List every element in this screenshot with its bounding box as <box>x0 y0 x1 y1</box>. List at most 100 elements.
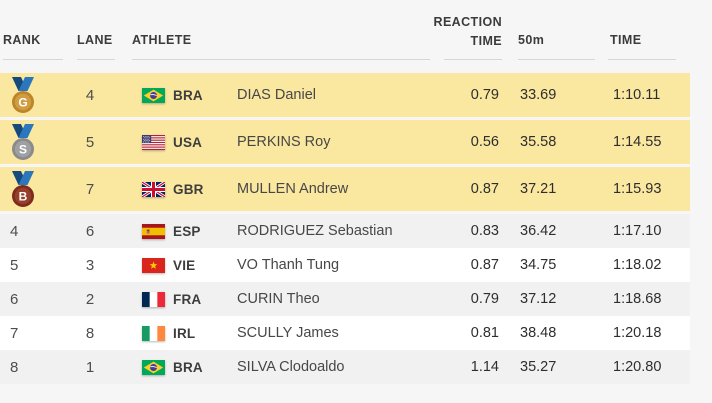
table-row[interactable]: 5 3 VIE VO Thanh Tung 0.87 34.75 1:18.02 <box>0 248 690 282</box>
lane-cell: 7 <box>85 180 95 198</box>
athlete-name: MULLEN Andrew <box>237 181 349 197</box>
noc-code: BRA <box>173 359 203 375</box>
table-row[interactable]: B 7 GBR MULLEN Andrew 0.87 37.21 1:15.93 <box>0 167 690 211</box>
table-row[interactable]: 7 8 IRL SCULLY James 0.81 38.48 1:20.18 <box>0 316 690 350</box>
split-50m-value: 35.58 <box>520 134 557 150</box>
finish-time-value: 1:20.80 <box>613 359 662 375</box>
table-row[interactable]: S 5 USA PERKINS Roy 0.56 35.58 1:14.55 <box>0 120 690 164</box>
split-50m-value: 37.12 <box>520 291 557 307</box>
svg-text:G: G <box>18 95 27 109</box>
rank-cell: 7 <box>0 325 62 342</box>
country-cell: ESP <box>118 223 237 239</box>
column-header-reaction-time: REACTION TIME <box>382 13 502 51</box>
flag-bra-icon <box>142 359 165 375</box>
results-table-body: G 4 BRA DIAS Daniel 0.79 33.69 1:10.11 S… <box>0 73 690 384</box>
rank-cell: G <box>0 76 62 114</box>
table-row[interactable]: G 4 BRA DIAS Daniel 0.79 33.69 1:10.11 <box>0 73 690 117</box>
reaction-time-value: 0.81 <box>470 325 499 341</box>
header-underline-athlete <box>132 59 430 60</box>
rank-cell: 5 <box>0 257 62 274</box>
country-cell: BRA <box>118 359 237 375</box>
noc-code: ESP <box>173 223 201 239</box>
rank-number: 4 <box>10 222 19 240</box>
finish-time-value: 1:17.10 <box>613 223 662 239</box>
svg-text:B: B <box>19 189 28 203</box>
country-cell: FRA <box>118 291 237 307</box>
lane-cell: 1 <box>85 358 95 376</box>
reaction-time-value: 0.83 <box>470 223 499 239</box>
rank-number: 8 <box>10 358 19 376</box>
flag-usa-icon <box>142 134 165 150</box>
rank-number: 7 <box>10 324 19 342</box>
noc-code: FRA <box>173 291 202 307</box>
table-row[interactable]: 4 6 ESP RODRIGUEZ Sebastian 0.83 36.42 1… <box>0 214 690 248</box>
lane-cell: 5 <box>85 133 95 151</box>
flag-irl-icon <box>142 325 165 341</box>
rank-number: 6 <box>10 290 19 308</box>
header-underline-50m <box>518 59 595 60</box>
athlete-name: PERKINS Roy <box>237 134 331 150</box>
table-header: RANK LANE ATHLETE REACTION TIME 50m TIME <box>0 0 690 73</box>
table-row[interactable]: 8 1 BRA SILVA Clodoaldo 1.14 35.27 1:20.… <box>0 350 690 384</box>
medal-silver-icon: S <box>12 123 34 160</box>
athlete-name: SILVA Clodoaldo <box>237 359 345 375</box>
column-header-time: TIME <box>610 33 642 47</box>
rank-number: 5 <box>10 256 19 274</box>
table-row[interactable]: 6 2 FRA CURIN Theo 0.79 37.12 1:18.68 <box>0 282 690 316</box>
header-underline-reaction <box>444 59 502 60</box>
noc-code: BRA <box>173 87 203 103</box>
rank-cell: S <box>0 123 62 161</box>
header-underline-rank <box>3 59 63 60</box>
finish-time-value: 1:10.11 <box>613 87 661 103</box>
flag-bra-icon <box>142 87 165 103</box>
lane-cell: 4 <box>85 86 95 104</box>
medal-gold-icon: G <box>12 76 34 113</box>
medal-bronze-icon: B <box>12 170 34 207</box>
finish-time-value: 1:18.02 <box>613 257 662 273</box>
finish-time-value: 1:14.55 <box>613 134 662 150</box>
reaction-header-line2: TIME <box>470 34 502 48</box>
column-header-athlete: ATHLETE <box>132 33 192 47</box>
svg-text:S: S <box>19 142 27 156</box>
finish-time-value: 1:20.18 <box>613 325 662 341</box>
rank-cell: B <box>0 170 62 208</box>
noc-code: IRL <box>173 325 196 341</box>
country-cell: GBR <box>118 181 237 197</box>
finish-time-value: 1:15.93 <box>613 181 662 197</box>
reaction-time-value: 0.56 <box>470 134 499 150</box>
split-50m-value: 36.42 <box>520 223 557 239</box>
athlete-name: RODRIGUEZ Sebastian <box>237 223 393 239</box>
flag-esp-icon <box>142 223 165 239</box>
noc-code: VIE <box>173 257 196 273</box>
reaction-time-value: 0.79 <box>470 87 499 103</box>
reaction-time-value: 0.87 <box>470 257 499 273</box>
reaction-time-value: 0.79 <box>470 291 499 307</box>
athlete-name: DIAS Daniel <box>237 87 316 103</box>
flag-vie-icon <box>142 257 165 273</box>
split-50m-value: 33.69 <box>520 87 557 103</box>
header-underline-lane <box>77 59 115 60</box>
country-cell: BRA <box>118 87 237 103</box>
reaction-time-value: 1.14 <box>470 359 499 375</box>
split-50m-value: 38.48 <box>520 325 557 341</box>
noc-code: GBR <box>173 181 204 197</box>
flag-gbr-icon <box>142 181 165 197</box>
country-cell: VIE <box>118 257 237 273</box>
finish-time-value: 1:18.68 <box>613 291 662 307</box>
noc-code: USA <box>173 134 203 150</box>
rank-cell: 6 <box>0 291 62 308</box>
split-50m-value: 34.75 <box>520 257 557 273</box>
rank-cell: 4 <box>0 223 62 240</box>
athlete-name: VO Thanh Tung <box>237 257 340 273</box>
lane-cell: 6 <box>85 222 95 240</box>
column-header-50m: 50m <box>518 33 545 47</box>
lane-cell: 8 <box>85 324 95 342</box>
athlete-name: SCULLY James <box>237 325 339 341</box>
header-underline-time <box>608 59 676 60</box>
column-header-lane: LANE <box>77 33 113 47</box>
lane-cell: 2 <box>85 290 95 308</box>
reaction-time-value: 0.87 <box>470 181 499 197</box>
country-cell: USA <box>118 134 237 150</box>
lane-cell: 3 <box>85 256 95 274</box>
